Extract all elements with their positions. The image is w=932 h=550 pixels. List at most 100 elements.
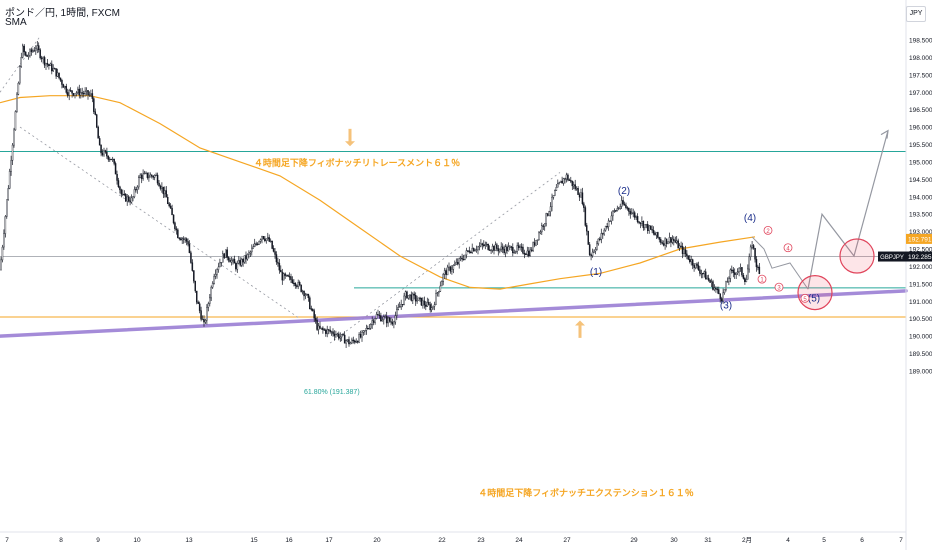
candle-body <box>325 329 327 334</box>
candle-body <box>130 197 133 203</box>
candle-body <box>705 271 707 280</box>
candle-body <box>557 183 559 188</box>
candle-body <box>680 245 682 247</box>
candle-body <box>707 277 710 281</box>
candle-body <box>330 331 333 333</box>
candle-body <box>565 174 568 180</box>
candle-body <box>133 189 136 197</box>
candle-body <box>294 283 297 287</box>
dotted-fib-line <box>0 36 41 93</box>
candle-body <box>464 254 466 260</box>
candle-body <box>694 263 697 268</box>
candle-body <box>277 261 279 264</box>
y-tick-label: 191.500 <box>909 281 932 288</box>
candle-body <box>732 269 735 273</box>
candle-body <box>671 238 674 243</box>
candle-body <box>20 57 23 67</box>
candle-body <box>517 245 520 249</box>
candle-body <box>24 51 27 56</box>
price-tag-value: 192.285 <box>908 254 932 261</box>
candle-body <box>264 238 266 241</box>
sub-wave-badge <box>757 274 767 284</box>
candle-body <box>725 281 727 290</box>
candle-body <box>638 221 640 224</box>
y-tick-label: 196.500 <box>909 107 932 114</box>
sub-wave-badge <box>800 293 810 303</box>
candle-body <box>303 291 305 297</box>
candle-body <box>200 310 202 320</box>
candle-body <box>422 300 424 306</box>
candle-body <box>100 144 102 154</box>
candle-body <box>483 244 485 247</box>
candle-body <box>42 57 44 60</box>
candle-body <box>515 250 517 253</box>
candle-body <box>628 207 630 212</box>
candle-body <box>110 158 112 161</box>
candle-body <box>639 222 642 224</box>
x-tick-label: 5 <box>822 537 826 544</box>
candle-body <box>38 45 40 50</box>
candle-body <box>494 244 497 251</box>
sub-wave-badge <box>774 282 784 292</box>
candle-body <box>153 175 156 178</box>
candle-body <box>181 238 183 241</box>
candle-body <box>211 283 214 288</box>
candle-body <box>95 114 98 128</box>
indicator-label[interactable]: SMA <box>5 17 27 28</box>
candle-body <box>222 253 224 263</box>
candle-body <box>71 90 73 94</box>
sma-layer <box>0 95 756 290</box>
candle-body <box>554 190 556 196</box>
candle-body <box>719 293 722 299</box>
candle-body <box>755 259 758 268</box>
candle-body <box>693 265 695 268</box>
candle-body <box>700 273 703 275</box>
x-tick-label: 17 <box>325 537 333 544</box>
candle-body <box>90 93 92 95</box>
candle-body <box>17 82 20 95</box>
candle-body <box>399 306 401 308</box>
y-tick-label: 190.500 <box>909 316 932 323</box>
candle-body <box>702 273 704 275</box>
candle-body <box>488 249 491 251</box>
candle-body <box>559 180 562 183</box>
candle-body <box>522 246 524 254</box>
candle-body <box>597 238 600 245</box>
candle-body <box>265 238 268 241</box>
candle-body <box>129 200 131 203</box>
candle-body <box>575 188 578 190</box>
candle-body <box>417 297 420 301</box>
candle-body <box>169 205 172 209</box>
candle-body <box>207 303 210 308</box>
candle-body <box>35 48 37 51</box>
candle-body <box>472 248 475 252</box>
candle-body <box>332 331 334 335</box>
candle-body <box>747 268 749 280</box>
chart-title: ポンド／円, 1時間, FXCM <box>5 8 121 19</box>
candle-body <box>223 253 225 258</box>
y-tick-label: 194.500 <box>909 177 932 184</box>
currency-button[interactable]: JPY <box>906 6 926 22</box>
wave-labels-layer: (1) (2) (3) (4) (5) 1 2 3 4 5 <box>590 186 820 311</box>
candle-body <box>474 249 476 252</box>
candle-body <box>249 251 252 254</box>
candle-body <box>410 294 413 301</box>
x-tick-label: 4 <box>786 537 790 544</box>
candle-body <box>664 238 666 246</box>
candle-body <box>224 249 227 258</box>
candle-body <box>519 246 521 249</box>
price-tag-bg <box>906 251 932 262</box>
candle-body <box>166 196 169 204</box>
price-tag-value: 192.791 <box>908 236 932 243</box>
candle-body <box>443 270 446 275</box>
candle-body <box>391 322 394 325</box>
candle-body <box>748 256 751 270</box>
candle-body <box>641 220 643 224</box>
candle-body <box>648 225 650 231</box>
candle-body <box>320 327 323 330</box>
candle-body <box>432 305 434 308</box>
candle-body <box>243 255 246 263</box>
candle-body <box>749 246 752 257</box>
candle-body <box>72 93 75 96</box>
